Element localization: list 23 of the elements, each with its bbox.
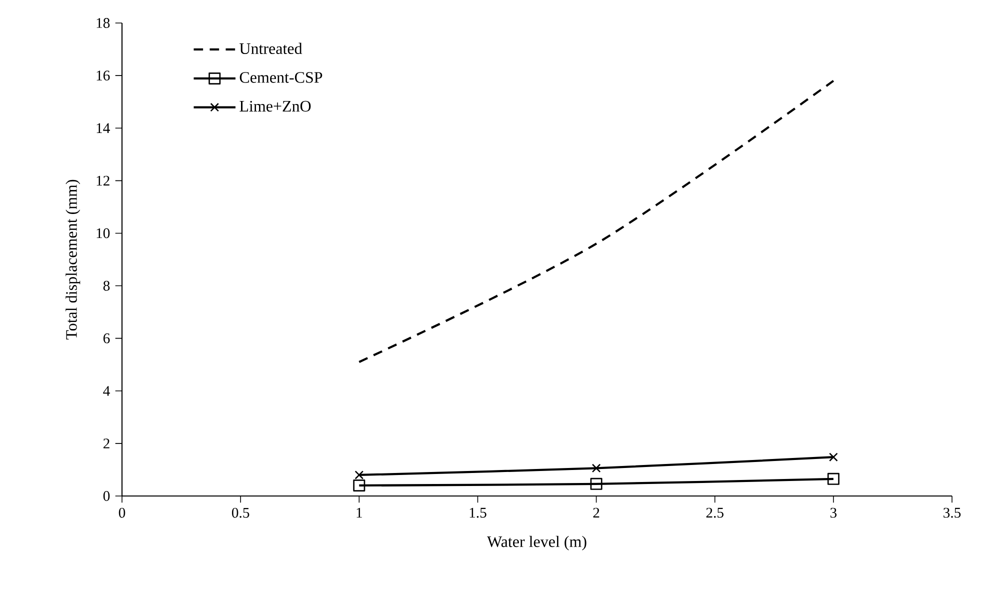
- x-tick-label: 0.5: [232, 508, 250, 518]
- x-tick-label: 3: [830, 508, 837, 518]
- x-tick-label: 2: [593, 508, 600, 518]
- y-tick-label: 6: [103, 333, 110, 344]
- y-tick-label: 10: [96, 228, 110, 238]
- x-tick-label: 3.5: [944, 508, 961, 518]
- y-tick-label: 8: [103, 280, 110, 291]
- x-tick-label: 2.5: [706, 508, 724, 518]
- y-tick-label: 12: [96, 176, 110, 186]
- y-axis-title: Total displacement (mm): [66, 180, 80, 340]
- y-tick-label: 16: [96, 70, 110, 80]
- x-tick-label: 1.5: [470, 508, 486, 518]
- y-tick-label: 14: [96, 123, 110, 133]
- x-tick-label: 0: [118, 508, 126, 518]
- y-tick-label: 18: [96, 18, 110, 28]
- y-tick-label: 0: [103, 491, 110, 501]
- legend-label: Lime+ZnO: [240, 100, 311, 112]
- legend-label: Cement-CSP: [240, 72, 322, 83]
- y-tick-label: 4: [103, 386, 110, 396]
- x-tick-label: 1: [356, 508, 362, 518]
- x-axis-title: Water level (m): [487, 536, 586, 550]
- legend-label: Untreated: [240, 42, 302, 54]
- y-tick-label: 2: [103, 438, 110, 448]
